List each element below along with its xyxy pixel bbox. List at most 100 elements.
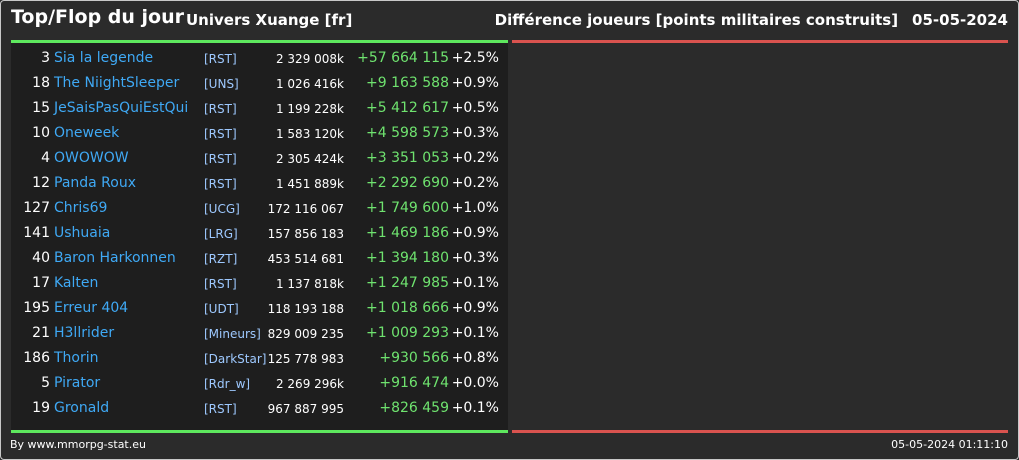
- player-link[interactable]: OWOWOW: [54, 150, 129, 166]
- list-item: 19 Gronald [RST] 967 887 995 +826 459 +0.1%: [11, 398, 508, 423]
- alliance-tag[interactable]: [UNS]: [204, 77, 239, 91]
- alliance-tag[interactable]: [Mineurs]: [204, 327, 261, 341]
- player-link[interactable]: Ushuaia: [54, 225, 111, 241]
- points-cell: 2 305 424k: [275, 152, 344, 166]
- points-cell: 157 856 183: [267, 227, 344, 241]
- percent-cell: +0.3%: [451, 250, 499, 266]
- alliance-tag[interactable]: [RST]: [204, 127, 237, 141]
- percent-cell: +0.9%: [451, 300, 499, 316]
- header-date: 05-05-2024: [912, 11, 1008, 29]
- list-item: 40 Baron Harkonnen [RZT] 453 514 681 +1 394 …: [11, 248, 508, 273]
- diff-cell: +916 474: [379, 375, 449, 391]
- player-link[interactable]: Gronald: [54, 400, 110, 416]
- player-link[interactable]: Panda Roux: [54, 175, 137, 191]
- percent-cell: +0.1%: [451, 400, 499, 416]
- alliance-tag[interactable]: [DarkStar]: [204, 352, 267, 366]
- alliance-tag[interactable]: [Rdr_w]: [204, 377, 251, 391]
- rank-cell: 18: [32, 75, 50, 91]
- points-cell: 118 193 188: [267, 302, 344, 316]
- alliance-tag[interactable]: [RST]: [204, 152, 237, 166]
- points-cell: 2 329 008k: [275, 52, 344, 66]
- player-link[interactable]: Kalten: [54, 275, 99, 291]
- diff-cell: +1 009 293: [366, 325, 449, 341]
- diff-cell: +1 469 186: [366, 225, 449, 241]
- diff-cell: +9 163 588: [366, 75, 449, 91]
- rank-cell: 15: [32, 100, 50, 116]
- points-cell: 172 116 067: [267, 202, 344, 216]
- percent-cell: +0.1%: [451, 325, 499, 341]
- rank-cell: 3: [41, 50, 50, 66]
- top-list: 3 Sia la legende [RST] 2 329 008k +57 664 11…: [11, 48, 508, 423]
- flop-bar-lower: [512, 430, 1008, 433]
- alliance-tag[interactable]: [UCG]: [204, 202, 240, 216]
- footer-timestamp: 05-05-2024 01:11:10: [891, 438, 1008, 451]
- list-item: 4 OWOWOW [RST] 2 305 424k +3 351 053 +0.2%: [11, 148, 508, 173]
- top-panel: [11, 42, 508, 431]
- alliance-tag[interactable]: [RST]: [204, 52, 237, 66]
- rank-cell: 40: [32, 250, 50, 266]
- player-link[interactable]: Oneweek: [54, 125, 120, 141]
- points-cell: 967 887 995: [267, 402, 344, 416]
- alliance-tag[interactable]: [LRG]: [204, 227, 238, 241]
- diff-cell: +1 018 666: [366, 300, 449, 316]
- points-cell: 1 199 228k: [275, 102, 344, 116]
- diff-cell: +1 394 180: [366, 250, 449, 266]
- top-bar-upper: [11, 40, 508, 43]
- player-link[interactable]: The NiightSleeper: [54, 75, 180, 91]
- rank-cell: 141: [23, 225, 50, 241]
- rank-cell: 21: [32, 325, 50, 341]
- diff-cell: +5 412 617: [366, 100, 449, 116]
- flop-bar-upper: [512, 40, 1008, 43]
- percent-cell: +0.2%: [451, 175, 499, 191]
- player-link[interactable]: Erreur 404: [54, 300, 129, 316]
- percent-cell: +0.2%: [451, 150, 499, 166]
- percent-cell: +0.0%: [451, 375, 499, 391]
- points-cell: 1 137 818k: [275, 277, 344, 291]
- list-item: 141 Ushuaia [LRG] 157 856 183 +1 469 186 +0.9…: [11, 223, 508, 248]
- rank-cell: 17: [32, 275, 50, 291]
- points-cell: 1 583 120k: [275, 127, 344, 141]
- player-link[interactable]: Pirator: [54, 375, 101, 391]
- player-link[interactable]: H3llrider: [54, 325, 115, 341]
- flop-panel: [512, 42, 1008, 431]
- rank-cell: 19: [32, 400, 50, 416]
- player-link[interactable]: Chris69: [54, 200, 108, 216]
- alliance-tag[interactable]: [UDT]: [204, 302, 239, 316]
- percent-cell: +1.0%: [451, 200, 499, 216]
- list-item: 21 H3llrider [Mineurs] 829 009 235 +1 009 29…: [11, 323, 508, 348]
- diff-cell: +1 749 600: [366, 200, 449, 216]
- rank-cell: 186: [23, 350, 50, 366]
- points-cell: 829 009 235: [267, 327, 344, 341]
- player-link[interactable]: Thorin: [54, 350, 99, 366]
- rank-cell: 10: [32, 125, 50, 141]
- percent-cell: +0.1%: [451, 275, 499, 291]
- list-item: 195 Erreur 404 [UDT] 118 193 188 +1 018 666 +…: [11, 298, 508, 323]
- alliance-tag[interactable]: [RST]: [204, 277, 237, 291]
- alliance-tag[interactable]: [RZT]: [204, 252, 238, 266]
- percent-cell: +2.5%: [451, 50, 499, 66]
- diff-cell: +826 459: [379, 400, 449, 416]
- list-item: 127 Chris69 [UCG] 172 116 067 +1 749 600 +1.0…: [11, 198, 508, 223]
- list-item: 186 Thorin [DarkStar] 125 778 983 +930 566 +0…: [11, 348, 508, 373]
- player-link[interactable]: JeSaisPasQuiEstQui: [54, 100, 189, 116]
- diff-cell: +930 566: [379, 350, 449, 366]
- points-cell: 1 451 889k: [275, 177, 344, 191]
- percent-cell: +0.9%: [451, 75, 499, 91]
- rank-cell: 5: [41, 375, 50, 391]
- alliance-tag[interactable]: [RST]: [204, 177, 237, 191]
- header-metric: Différence joueurs [points militaires co…: [495, 11, 1008, 29]
- top-bar-lower: [11, 430, 508, 433]
- alliance-tag[interactable]: [RST]: [204, 102, 237, 116]
- points-cell: 125 778 983: [267, 352, 344, 366]
- diff-cell: +1 247 985: [366, 275, 449, 291]
- player-link[interactable]: Sia la legende: [54, 50, 154, 66]
- list-item: 15 JeSaisPasQuiEstQui [RST] 1 199 228k +5 41…: [11, 98, 508, 123]
- universe-label: Univers Xuange [fr]: [186, 11, 353, 29]
- page-title: Top/Flop du jour: [11, 6, 184, 28]
- alliance-tag[interactable]: [RST]: [204, 402, 237, 416]
- percent-cell: +0.3%: [451, 125, 499, 141]
- rank-cell: 127: [23, 200, 50, 216]
- list-item: 3 Sia la legende [RST] 2 329 008k +57 664 11…: [11, 48, 508, 73]
- player-link[interactable]: Baron Harkonnen: [54, 250, 176, 266]
- points-cell: 2 269 296k: [275, 377, 344, 391]
